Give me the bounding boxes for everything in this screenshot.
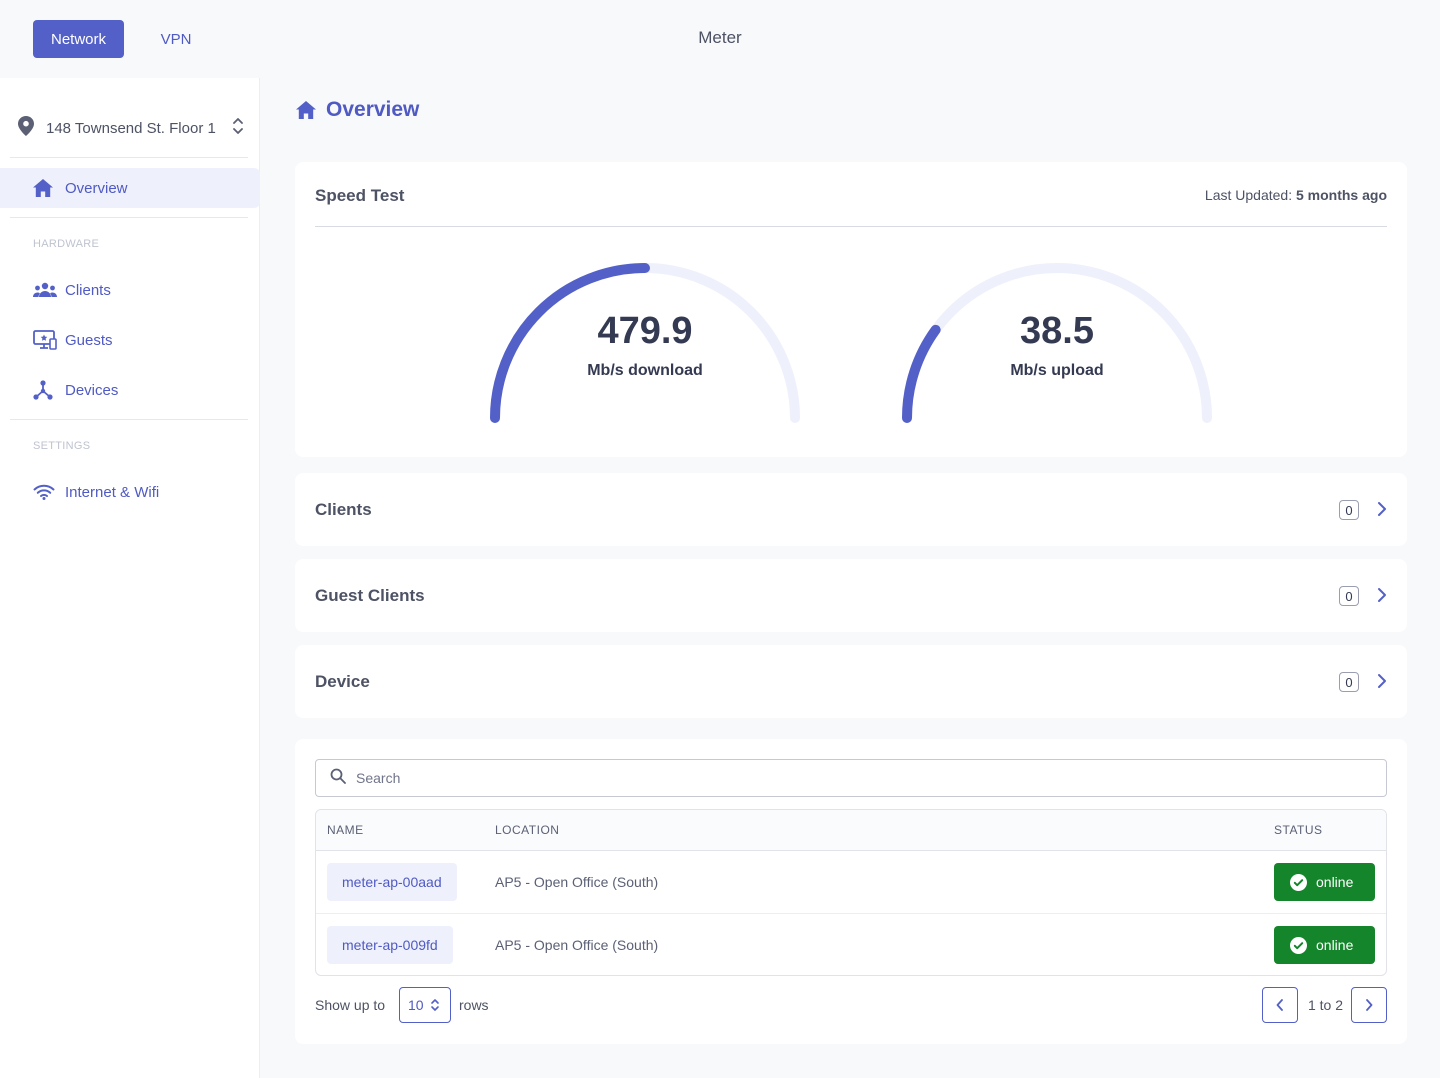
device-summary-row[interactable]: Device 0 [295,645,1407,718]
guest-clients-summary-title: Guest Clients [315,586,425,605]
sidebar-item-label: Devices [65,381,119,399]
column-header-name[interactable]: NAME [327,823,364,837]
download-value: 479.9 [597,310,693,352]
home-icon [33,178,57,198]
sidebar-item-guests[interactable]: Guests [0,320,260,360]
chevron-right-icon [1377,501,1387,517]
last-updated-label: Last Updated: [1204,187,1293,203]
rows-per-page-select[interactable]: 10 [399,987,451,1023]
divider [10,157,248,158]
sidebar-item-clients[interactable]: Clients [0,270,260,310]
location-name: 148 Townsend St. Floor 1 [46,119,216,137]
sidebar: 148 Townsend St. Floor 1 Overview HARDWA… [0,78,260,1078]
check-circle-icon [1290,873,1307,891]
upload-value: 38.5 [1020,310,1094,352]
chevron-right-icon [1377,587,1387,603]
table-row[interactable]: meter-ap-009fd AP5 - Open Office (South)… [316,914,1386,975]
guest-clients-summary-row[interactable]: Guest Clients 0 [295,559,1407,632]
guest-monitor-icon [33,330,57,350]
previous-page-button[interactable] [1262,987,1298,1023]
clients-summary-title: Clients [315,500,372,519]
sidebar-item-label: Internet & Wifi [65,483,160,501]
device-location: AP5 - Open Office (South) [495,874,659,890]
download-unit: Mb/s download [587,362,703,379]
sidebar-item-devices[interactable]: Devices [0,370,260,410]
clients-summary-row[interactable]: Clients 0 [295,473,1407,546]
sidebar-item-overview[interactable]: Overview [0,168,260,208]
users-icon [33,280,57,300]
status-text: online [1316,874,1354,890]
last-updated-value: 5 months ago [1295,187,1387,203]
table-footer: Show up to 10 rows 1 to 2 [315,987,1387,1023]
divider [10,419,248,420]
location-selector[interactable]: 148 Townsend St. Floor 1 [10,106,248,150]
table-header: NAME LOCATION STATUS [316,810,1386,851]
status-badge: online [1274,926,1375,964]
speed-test-card: Speed Test Last Updated: 5 months ago 47… [295,162,1407,457]
top-bar: Network VPN Meter [0,0,1440,78]
chevron-up-down-icon [232,116,244,141]
divider [315,226,1387,227]
check-circle-icon [1290,936,1307,954]
chevron-left-icon [1276,999,1284,1011]
download-gauge-fill [490,263,650,423]
speed-test-title: Speed Test [315,186,405,205]
column-header-status[interactable]: STATUS [1274,823,1323,837]
app-title: Meter [698,28,742,47]
pagination-range: 1 to 2 [1307,997,1343,1013]
sidebar-item-label: Overview [65,179,128,197]
sidebar-item-label: Clients [65,281,111,299]
upload-gauge: 38.5 Mb/s upload [897,258,1217,428]
next-page-button[interactable] [1351,987,1387,1023]
search-input[interactable] [356,770,1386,786]
search-icon [330,768,346,789]
section-label-hardware: HARDWARE [33,238,100,250]
search-box [315,759,1387,797]
status-text: online [1316,937,1354,953]
guest-clients-count-badge: 0 [1339,586,1359,606]
table-row[interactable]: meter-ap-00aad AP5 - Open Office (South)… [316,851,1386,914]
upload-gauge-fill [902,324,941,423]
device-name-link[interactable]: meter-ap-009fd [327,926,453,964]
devices-table-card: NAME LOCATION STATUS meter-ap-00aad AP5 … [295,739,1407,1044]
last-updated: Last Updated: 5 months ago [1205,187,1387,203]
chevron-right-icon [1377,673,1387,689]
network-topology-icon [33,380,57,400]
device-location: AP5 - Open Office (South) [495,937,659,953]
device-name-link[interactable]: meter-ap-00aad [327,863,457,901]
page-title: Overview [296,98,419,122]
download-gauge: 479.9 Mb/s download [485,258,805,428]
rows-label: rows [459,997,489,1013]
map-pin-icon [18,115,34,141]
device-count-badge: 0 [1339,672,1359,692]
wifi-icon [33,482,57,502]
sidebar-item-internet-wifi[interactable]: Internet & Wifi [0,472,260,512]
column-header-location[interactable]: LOCATION [495,823,560,837]
chevron-right-icon [1365,999,1373,1011]
sidebar-item-label: Guests [65,331,113,349]
tab-network[interactable]: Network [33,20,124,58]
main-content: Overview Speed Test Last Updated: 5 mont… [262,78,1440,1078]
clients-count-badge: 0 [1339,500,1359,520]
chevron-up-down-icon [430,997,440,1013]
status-badge: online [1274,863,1375,901]
home-icon [296,101,316,119]
show-up-to-label: Show up to [315,997,386,1013]
section-label-settings: SETTINGS [33,440,91,452]
page-title-text: Overview [326,98,420,121]
tab-vpn[interactable]: VPN [160,30,192,48]
device-summary-title: Device [315,672,370,691]
devices-table: NAME LOCATION STATUS meter-ap-00aad AP5 … [315,809,1387,976]
rows-per-page-value: 10 [408,997,424,1013]
upload-unit: Mb/s upload [1010,362,1104,379]
divider [10,217,248,218]
